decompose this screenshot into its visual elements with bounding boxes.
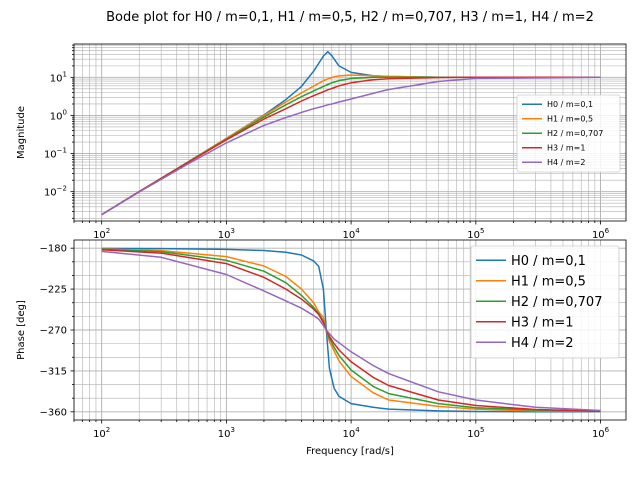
- tick-exponent: 3: [231, 426, 235, 434]
- y-tick-label: 10−1: [44, 147, 67, 161]
- tick-exponent: 2: [106, 227, 110, 235]
- tick-base: 10: [467, 429, 480, 440]
- y-axis-label: Phase [deg]: [16, 300, 27, 360]
- series-line-h3: [101, 76, 601, 216]
- tick-exponent: 5: [480, 227, 484, 235]
- legend-label-h1: H1 / m=0,5: [547, 115, 593, 124]
- series-line-h4: [101, 76, 601, 216]
- series-line-h4: [101, 250, 601, 412]
- tick-base: 10: [467, 230, 480, 241]
- tick-base: 10: [44, 188, 57, 199]
- y-tick-label: 10−2: [44, 185, 67, 199]
- y-axis-label: Magnitude: [16, 106, 27, 159]
- x-tick-label: 102: [93, 426, 110, 440]
- y-tick-label: −270: [40, 326, 67, 337]
- tick-base: 10: [592, 429, 605, 440]
- legend-label-h2: H2 / m=0,707: [547, 129, 603, 138]
- tick-base: 10: [50, 73, 63, 84]
- tick-exponent: −2: [57, 185, 67, 193]
- legend-label-h0: H0 / m=0,1: [547, 100, 593, 109]
- phase-axes: 102 103 104 105 106−180−225−270−315−360Phase…: [16, 239, 627, 457]
- tick-exponent: 0: [63, 108, 67, 116]
- legend-box: [516, 94, 621, 173]
- y-tick-label: 100: [50, 108, 67, 122]
- x-tick-label: 103: [218, 426, 235, 440]
- legend-label-h4: H4 / m=2: [511, 336, 574, 351]
- legend-label-h3: H3 / m=1: [547, 144, 585, 153]
- figure-title: Bode plot for H0 / m=0,1, H1 / m=0,5, H2…: [106, 10, 594, 25]
- tick-exponent: 6: [605, 426, 610, 434]
- y-tick-label: 101: [50, 70, 67, 84]
- series-line-h0: [101, 247, 601, 413]
- tick-base: 10: [50, 111, 63, 122]
- tick-base: 10: [218, 230, 231, 241]
- legend-label-h2: H2 / m=0,707: [511, 295, 602, 310]
- y-tick-label: −360: [40, 407, 67, 418]
- tick-exponent: 3: [231, 227, 235, 235]
- tick-exponent: 2: [106, 426, 110, 434]
- x-tick-label: 106: [592, 227, 610, 241]
- x-axis-label: Frequency [rad/s]: [306, 446, 394, 457]
- x-tick-label: 104: [343, 426, 361, 440]
- series-group: [101, 50, 601, 216]
- y-tick-label: −315: [40, 366, 67, 377]
- x-tick-label: 106: [592, 426, 610, 440]
- x-tick-label: 103: [218, 227, 235, 241]
- legend-label-h0: H0 / m=0,1: [511, 254, 586, 269]
- tick-base: 10: [44, 150, 57, 161]
- tick-exponent: 5: [480, 426, 484, 434]
- x-tick-label: 105: [467, 426, 484, 440]
- y-tick-label: −225: [40, 285, 67, 296]
- x-tick-label: 104: [343, 227, 361, 241]
- series-line-h3: [101, 249, 601, 412]
- tick-base: 10: [93, 429, 106, 440]
- magnitude-axes: 102 103 104 105 10610−210−1100101MagnitudeH0…: [16, 43, 627, 241]
- tick-base: 10: [592, 230, 605, 241]
- x-tick-label: 105: [467, 227, 484, 241]
- x-tick-label: 102: [93, 227, 110, 241]
- tick-base: 10: [218, 429, 231, 440]
- legend: H0 / m=0,1 H1 / m=0,5 H2 / m=0,707 H3 / m=1…: [516, 94, 621, 173]
- axes-frame: [73, 239, 627, 421]
- series-group: [101, 247, 601, 413]
- tick-exponent: −1: [57, 147, 67, 155]
- legend-label-h1: H1 / m=0,5: [511, 274, 586, 289]
- tick-exponent: 4: [355, 426, 360, 434]
- legend: H0 / m=0,1 H1 / m=0,5 H2 / m=0,707 H3 / m=1…: [470, 245, 620, 359]
- tick-exponent: 1: [63, 70, 67, 78]
- tick-base: 10: [93, 230, 106, 241]
- tick-base: 10: [343, 230, 356, 241]
- y-tick-label: −180: [40, 244, 67, 255]
- tick-exponent: 4: [355, 227, 360, 235]
- tick-exponent: 6: [605, 227, 610, 235]
- tick-base: 10: [343, 429, 356, 440]
- legend-label-h4: H4 / m=2: [547, 158, 585, 167]
- legend-box: [470, 245, 620, 359]
- legend-label-h3: H3 / m=1: [511, 315, 574, 330]
- axes-frame: [73, 43, 627, 222]
